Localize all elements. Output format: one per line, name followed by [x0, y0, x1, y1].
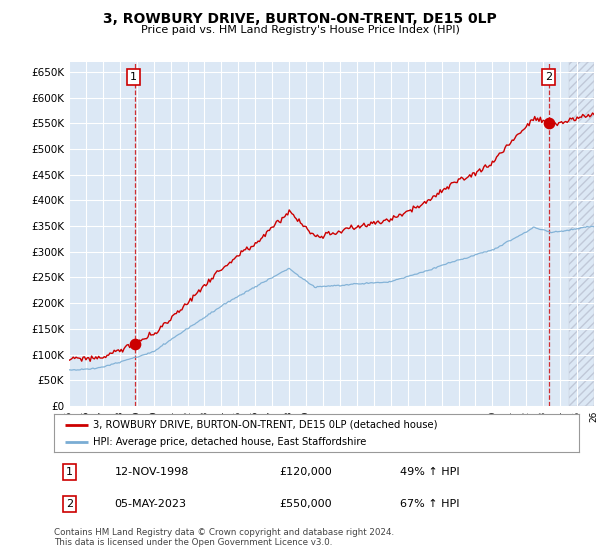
- Text: 1: 1: [66, 467, 73, 477]
- Text: 3, ROWBURY DRIVE, BURTON-ON-TRENT, DE15 0LP (detached house): 3, ROWBURY DRIVE, BURTON-ON-TRENT, DE15 …: [94, 419, 438, 430]
- Text: 3, ROWBURY DRIVE, BURTON-ON-TRENT, DE15 0LP: 3, ROWBURY DRIVE, BURTON-ON-TRENT, DE15 …: [103, 12, 497, 26]
- Text: 12-NOV-1998: 12-NOV-1998: [115, 467, 189, 477]
- Text: 49% ↑ HPI: 49% ↑ HPI: [401, 467, 460, 477]
- Text: Price paid vs. HM Land Registry's House Price Index (HPI): Price paid vs. HM Land Registry's House …: [140, 25, 460, 35]
- Text: HPI: Average price, detached house, East Staffordshire: HPI: Average price, detached house, East…: [94, 437, 367, 447]
- Bar: [569, 62, 594, 406]
- Text: 05-MAY-2023: 05-MAY-2023: [115, 499, 187, 509]
- Text: 2: 2: [545, 72, 552, 82]
- Text: Contains HM Land Registry data © Crown copyright and database right 2024.
This d: Contains HM Land Registry data © Crown c…: [54, 528, 394, 547]
- Text: £550,000: £550,000: [280, 499, 332, 509]
- Text: 1: 1: [130, 72, 137, 82]
- Text: 67% ↑ HPI: 67% ↑ HPI: [401, 499, 460, 509]
- Point: [544, 119, 554, 128]
- Text: £120,000: £120,000: [280, 467, 332, 477]
- Point: [130, 340, 139, 349]
- Text: 2: 2: [66, 499, 73, 509]
